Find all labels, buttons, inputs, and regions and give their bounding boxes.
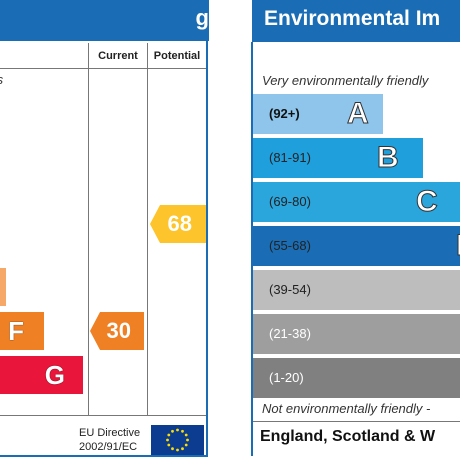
eu-directive-text: EU Directive 2002/91/EC	[79, 426, 140, 454]
footer-divider	[0, 415, 206, 416]
env-band-letter: B	[377, 141, 400, 175]
env-band-f: (21-38)	[253, 314, 460, 354]
column-header-current: Current	[98, 50, 138, 62]
energy-panel-title: g	[195, 5, 209, 30]
env-band-range: (92+)	[269, 106, 300, 121]
energy-band-f: F	[0, 312, 44, 350]
potential-arrow-shape	[150, 205, 206, 243]
env-band-range: (21-38)	[269, 326, 311, 341]
env-band-g: (1-20)	[253, 358, 460, 398]
env-band-c: (69-80) C	[253, 182, 460, 222]
eu-directive-line1: EU Directive	[79, 427, 141, 439]
env-band-letter: D	[456, 225, 460, 267]
env-band-range: (69-80)	[269, 194, 311, 209]
energy-band-g: G	[0, 356, 83, 394]
eu-flag-icon	[151, 425, 204, 455]
energy-efficiency-panel: g Current Potential ts F G 68 30 EU Dire…	[0, 0, 209, 457]
env-band-range: (81-91)	[269, 150, 311, 165]
environmental-top-note: Very environmentally friendly	[262, 73, 429, 88]
potential-rating-tag: 68	[150, 205, 206, 243]
energy-subtitle: ts	[0, 72, 3, 87]
env-band-range: (39-54)	[269, 282, 311, 297]
env-band-e: (39-54)	[253, 270, 460, 310]
potential-rating-value: 68	[167, 211, 192, 236]
energy-band-letter: G	[44, 360, 65, 390]
env-band-a: (92+) A	[253, 94, 383, 134]
env-footer-divider	[253, 421, 460, 422]
env-band-letter: C	[416, 185, 439, 219]
energy-panel-frame	[0, 41, 208, 457]
environmental-panel-title-bar: Environmental Im	[252, 0, 460, 42]
env-band-b: (81-91) B	[253, 138, 423, 178]
energy-band-e	[0, 268, 6, 306]
header-divider	[0, 68, 206, 69]
environmental-bottom-note: Not environmentally friendly -	[262, 401, 431, 416]
current-rating-value: 30	[106, 318, 131, 343]
energy-band-letter: F	[8, 316, 24, 346]
env-band-letter: A	[347, 97, 370, 131]
environmental-panel-title: Environmental Im	[264, 7, 441, 30]
eu-stars	[166, 428, 189, 452]
column-divider	[147, 43, 148, 415]
energy-panel-title-bar: g	[0, 0, 209, 41]
column-header-potential: Potential	[153, 50, 201, 62]
column-divider	[88, 43, 89, 415]
current-arrow-shape	[90, 312, 144, 350]
env-band-d: (55-68) D	[253, 226, 460, 266]
environmental-footer-region: England, Scotland & W	[260, 428, 436, 445]
env-band-range: (1-20)	[269, 370, 304, 385]
eu-directive-line2: 2002/91/EC	[79, 441, 138, 453]
environmental-panel-frame	[251, 42, 460, 456]
current-rating-tag: 30	[90, 312, 144, 350]
env-band-range: (55-68)	[269, 238, 311, 253]
